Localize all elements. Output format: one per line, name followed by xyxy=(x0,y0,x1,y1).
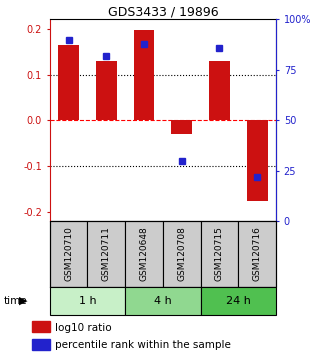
Text: percentile rank within the sample: percentile rank within the sample xyxy=(55,341,230,350)
Title: GDS3433 / 19896: GDS3433 / 19896 xyxy=(108,5,218,18)
FancyBboxPatch shape xyxy=(50,221,87,287)
Bar xyxy=(134,30,154,120)
FancyBboxPatch shape xyxy=(50,287,125,315)
Text: GSM120715: GSM120715 xyxy=(215,227,224,281)
FancyBboxPatch shape xyxy=(125,287,201,315)
Text: GSM120648: GSM120648 xyxy=(140,227,149,281)
Text: log10 ratio: log10 ratio xyxy=(55,322,111,332)
Bar xyxy=(209,61,230,120)
FancyBboxPatch shape xyxy=(201,287,276,315)
Text: GSM120716: GSM120716 xyxy=(253,227,262,281)
FancyBboxPatch shape xyxy=(125,221,163,287)
FancyBboxPatch shape xyxy=(238,221,276,287)
FancyBboxPatch shape xyxy=(163,221,201,287)
Bar xyxy=(171,120,192,134)
FancyBboxPatch shape xyxy=(201,221,238,287)
Bar xyxy=(58,45,79,120)
Text: 24 h: 24 h xyxy=(226,296,251,306)
Bar xyxy=(32,321,50,332)
Text: GSM120708: GSM120708 xyxy=(177,227,186,281)
Text: 4 h: 4 h xyxy=(154,296,172,306)
Text: GSM120711: GSM120711 xyxy=(102,227,111,281)
Text: 1 h: 1 h xyxy=(79,296,96,306)
Text: GSM120710: GSM120710 xyxy=(64,227,73,281)
Bar xyxy=(247,120,268,201)
Text: ▶: ▶ xyxy=(19,296,27,306)
FancyBboxPatch shape xyxy=(87,221,125,287)
Bar xyxy=(96,61,117,120)
Text: time: time xyxy=(3,296,27,306)
Bar xyxy=(32,339,50,350)
